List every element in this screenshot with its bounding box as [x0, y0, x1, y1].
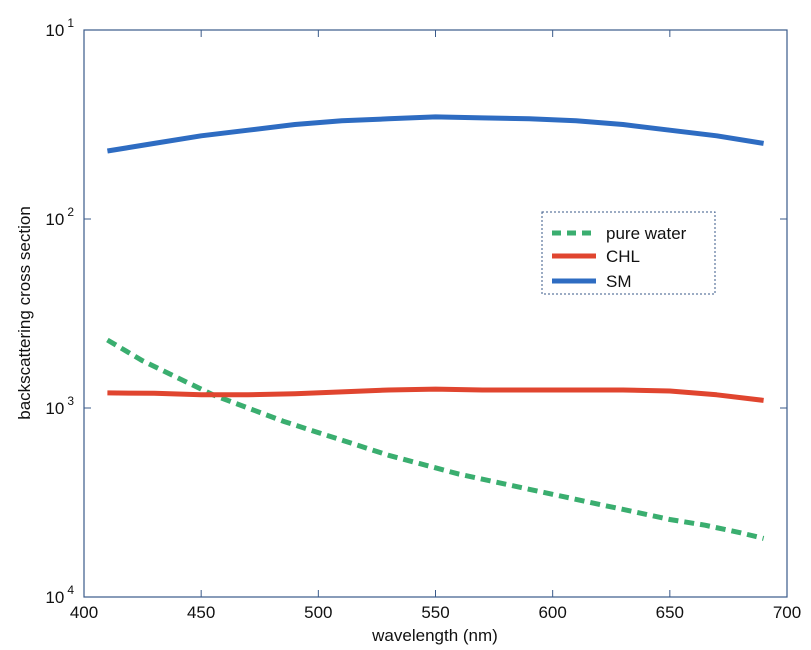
legend-label-chl: CHL	[606, 247, 640, 266]
y-tick-label: 10 1	[45, 16, 74, 40]
series-line-pure-water	[106, 337, 765, 541]
x-tick-label: 400	[70, 603, 98, 622]
y-tick-label: 10 2	[45, 205, 74, 229]
x-tick-label: 550	[421, 603, 449, 622]
legend: pure water CHL SM	[541, 211, 716, 295]
x-axis-label: wavelength (nm)	[371, 626, 498, 645]
y-axis-label: backscattering cross section	[15, 206, 34, 420]
y-tick-label: 10 3	[45, 394, 74, 418]
x-tick-label: 700	[773, 603, 801, 622]
series-group	[106, 114, 765, 541]
x-ticks: 400 450 500 550 600 650 700	[70, 30, 801, 622]
x-tick-label: 450	[187, 603, 215, 622]
x-tick-label: 650	[656, 603, 684, 622]
x-tick-label: 500	[304, 603, 332, 622]
legend-label-pure-water: pure water	[606, 224, 687, 243]
legend-label-sm: SM	[606, 272, 632, 291]
y-tick-label: 10 4	[45, 583, 74, 607]
series-line-chl	[107, 386, 764, 403]
x-tick-label: 600	[538, 603, 566, 622]
series-line-sm	[107, 114, 764, 154]
